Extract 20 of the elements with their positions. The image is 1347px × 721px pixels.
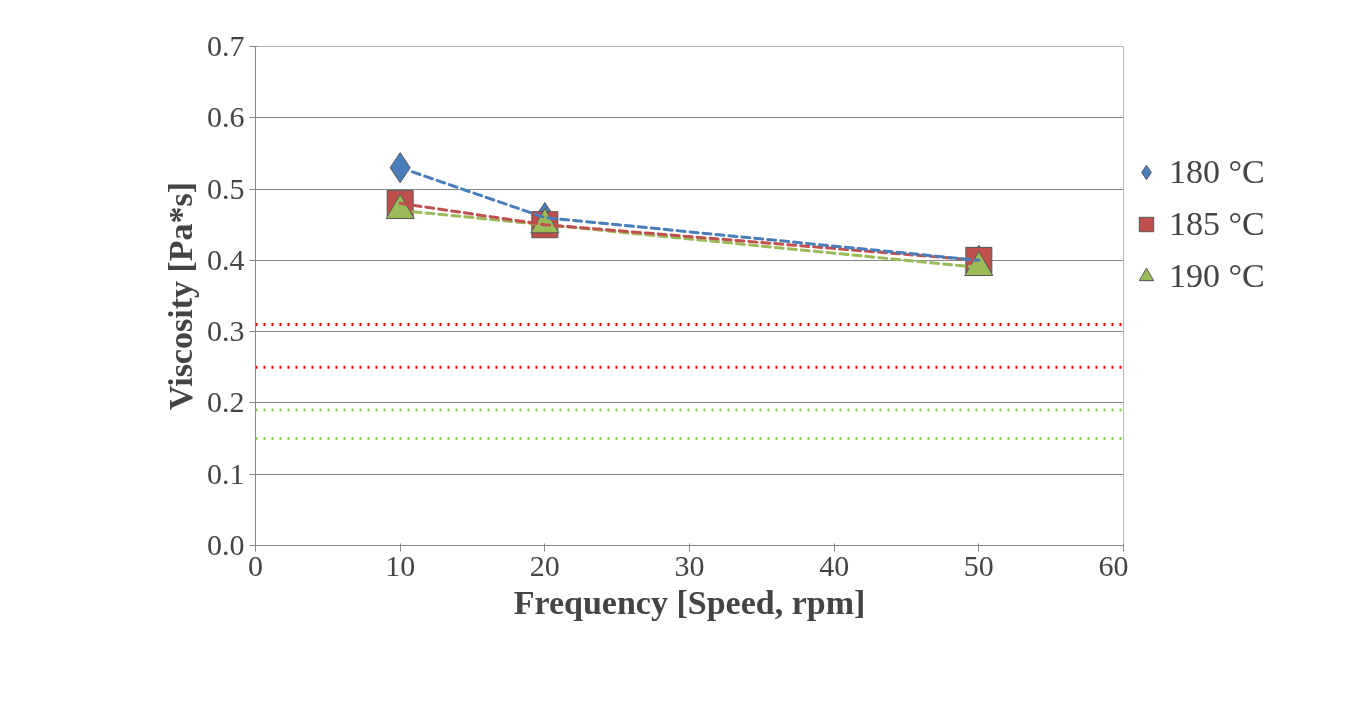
legend-label: 190 °C: [1169, 257, 1265, 295]
y-tick-label: 0.1: [207, 456, 245, 490]
y-tick-label: 0.6: [207, 100, 245, 134]
legend-label: 180 °C: [1169, 153, 1265, 191]
x-tick-label: 20: [529, 548, 560, 582]
y-tick-label: 0.5: [207, 171, 245, 205]
y-tick-label: 0.2: [207, 385, 245, 419]
x-tick-label: 0: [248, 548, 263, 582]
x-tick-label: 30: [674, 548, 705, 582]
x-tick-label: 40: [819, 548, 850, 582]
x-axis-title: Frequency [Speed, rpm]: [513, 583, 866, 621]
y-axis-title: Viscosity [Pa*s]: [162, 181, 199, 411]
y-tick-label: 0.7: [207, 29, 245, 62]
x-tick-label: 50: [963, 548, 994, 582]
x-tick-label: 60: [1098, 548, 1129, 582]
legend-label: 185 °C: [1169, 205, 1265, 243]
y-tick-label: 0.0: [207, 528, 245, 561]
y-tick-label: 0.3: [207, 314, 245, 348]
x-tick-label: 10: [385, 548, 416, 582]
y-tick-label: 0.4: [207, 242, 245, 276]
